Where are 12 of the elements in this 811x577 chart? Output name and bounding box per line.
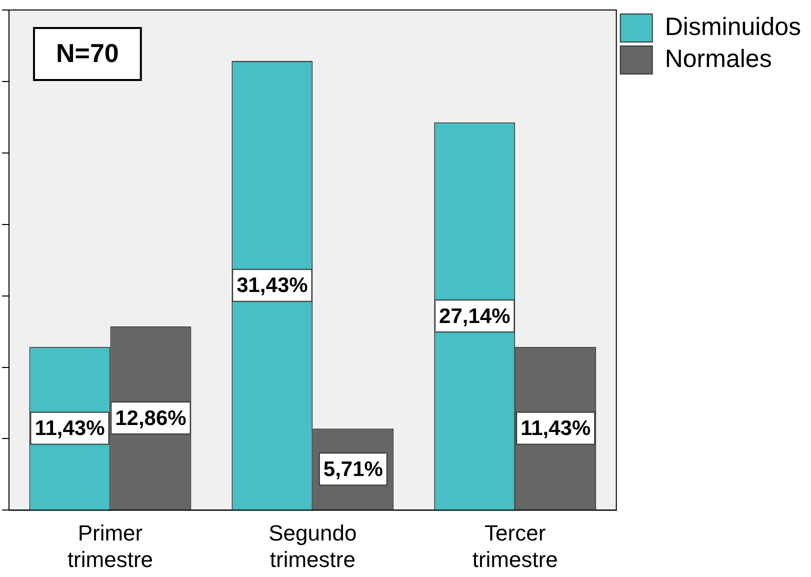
x-tick-label: Primer trimestre (67, 520, 154, 572)
data-label: 11,43% (34, 417, 106, 440)
x-tick-label: Tercer trimestre (472, 520, 558, 572)
legend-label: Normales (664, 44, 772, 73)
data-label: 11,43% (520, 417, 591, 440)
data-label: 12,86% (115, 406, 187, 430)
annotation: N=70 (56, 38, 119, 68)
x-tick-label: Segundo trimestre (268, 520, 357, 572)
data-label: 5,71% (323, 458, 384, 481)
data-label: 27,14% (439, 304, 511, 328)
legend-label: Disminuidos (664, 12, 802, 41)
data-label: 31,43% (236, 274, 308, 298)
